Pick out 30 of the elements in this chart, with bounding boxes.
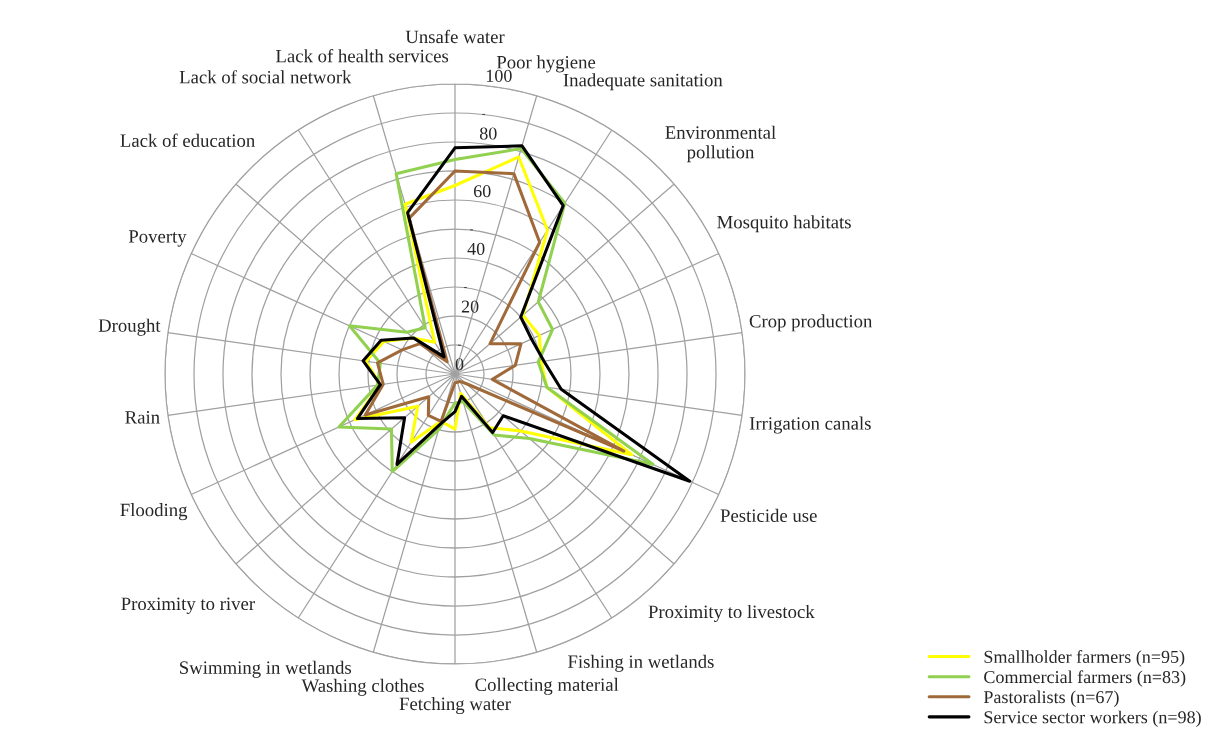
y-tick-label: 20 [461,300,479,313]
legend-label: Commercial farmers (n=83) [984,670,1186,687]
spoke-label: Inadequate sanitation [563,73,723,91]
spoke-label: Drought [98,318,161,336]
spoke-label: Proximity to river [121,597,255,614]
legend-label: Smallholder farmers (n=95) [984,650,1185,667]
spoke-label: Unsafe water [405,29,505,44]
spoke-label: Rain [125,411,160,424]
y-tick-label: 60 [473,185,491,198]
spoke-label: Poverty [128,230,187,247]
spoke-label: Environmental pollution [665,125,776,163]
spoke-label: Washing clothes [301,678,424,696]
spoke-label: Mosquito habitats [717,215,851,233]
spoke-label: Crop production [749,314,873,332]
legend-label: Service sector workers (n=98) [984,710,1201,728]
spoke-label: Flooding [120,503,188,521]
spoke-label: Lack of education [120,133,255,147]
spoke-label: Proximity to livestock [648,604,815,622]
spoke-label: Lack of health services [275,49,449,63]
spoke-label: Fishing in wetlands [568,654,714,672]
legend-label: Pastoralists (n=67) [983,690,1119,707]
spoke-label: Swimming in wetlands [180,660,352,678]
spoke-label: Irrigation canals [749,416,871,434]
spoke-label: Lack of social network [179,70,352,84]
spoke-label: Collecting material [475,677,619,695]
y-tick-label: 40 [467,242,485,255]
spoke-label: Pesticide use [720,508,817,522]
spoke-label: Fetching water [399,696,511,715]
y-tick-label: 0 [455,358,464,371]
y-tick-label: 80 [479,127,497,140]
